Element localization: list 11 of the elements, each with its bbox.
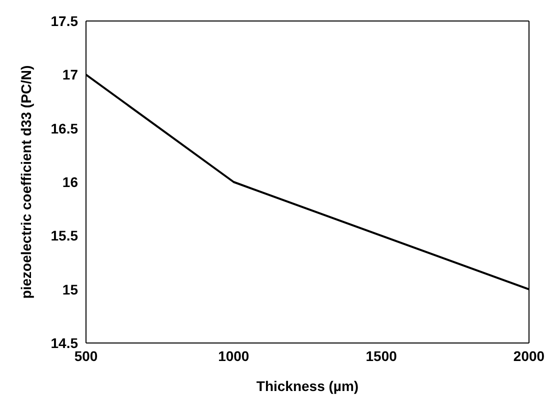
y-tick-label: 15.5: [50, 228, 78, 244]
y-tick-label: 16.5: [50, 120, 78, 136]
x-tick-label: 1000: [218, 348, 250, 364]
y-tick-label: 17: [62, 66, 78, 83]
x-tick-label: 2000: [513, 348, 545, 364]
x-axis-title: Thickness (µm): [256, 378, 359, 394]
y-tick-label: 16: [62, 174, 78, 190]
x-tick-label: 1500: [366, 348, 398, 364]
y-axis-title: piezoelectric coefficient d33 (PC/N): [18, 65, 34, 299]
y-tick-label: 17.5: [50, 12, 78, 29]
y-tick-label: 15: [62, 281, 78, 298]
